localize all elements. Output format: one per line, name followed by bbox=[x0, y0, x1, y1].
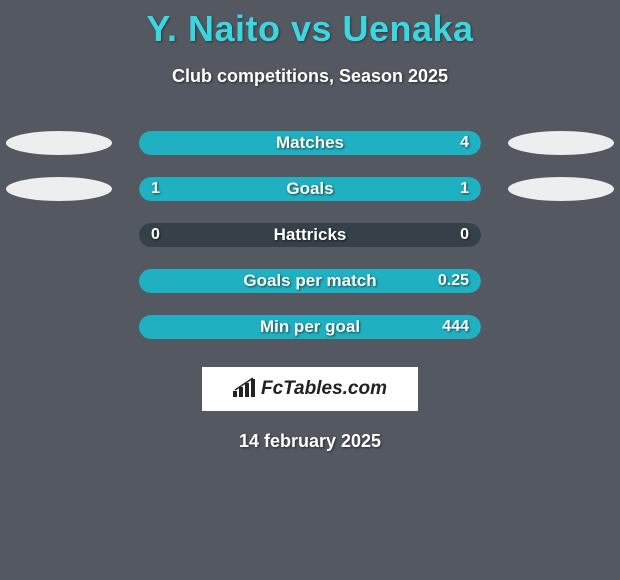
stat-label: Matches bbox=[276, 133, 344, 153]
subtitle: Club competitions, Season 2025 bbox=[0, 66, 620, 87]
stat-value-right: 0.25 bbox=[438, 272, 469, 290]
logo-chart-icon bbox=[233, 377, 257, 402]
comparison-row: Hattricks 0 0 bbox=[0, 223, 620, 247]
stat-label: Goals bbox=[286, 179, 333, 199]
stat-bar: Min per goal 444 bbox=[139, 315, 481, 339]
logo-text: FcTables.com bbox=[261, 378, 387, 400]
comparison-row: Min per goal 444 bbox=[0, 315, 620, 339]
player-ellipse-right bbox=[508, 131, 614, 155]
stat-value-left: 1 bbox=[151, 180, 160, 198]
date-label: 14 february 2025 bbox=[0, 431, 620, 452]
comparison-rows: Matches 4 Goals 1 1 Hattricks 0 0 Goals per matc… bbox=[0, 131, 620, 339]
player-ellipse-left bbox=[6, 131, 112, 155]
player-ellipse-left bbox=[6, 177, 112, 201]
stat-bar: Goals 1 1 bbox=[139, 177, 481, 201]
stat-value-right: 0 bbox=[460, 226, 469, 244]
stat-value-right: 444 bbox=[442, 318, 469, 336]
player-ellipse-right bbox=[508, 177, 614, 201]
stat-bar: Hattricks 0 0 bbox=[139, 223, 481, 247]
bar-fill-left bbox=[139, 177, 310, 201]
stat-label: Hattricks bbox=[274, 225, 347, 245]
stat-label: Goals per match bbox=[243, 271, 376, 291]
logo-box: FcTables.com bbox=[202, 367, 418, 411]
stat-bar: Goals per match 0.25 bbox=[139, 269, 481, 293]
stat-value-right: 4 bbox=[460, 134, 469, 152]
page-title: Y. Naito vs Uenaka bbox=[0, 0, 620, 50]
comparison-row: Goals per match 0.25 bbox=[0, 269, 620, 293]
stat-label: Min per goal bbox=[260, 317, 360, 337]
comparison-row: Goals 1 1 bbox=[0, 177, 620, 201]
stat-bar: Matches 4 bbox=[139, 131, 481, 155]
comparison-row: Matches 4 bbox=[0, 131, 620, 155]
stat-value-right: 1 bbox=[460, 180, 469, 198]
bar-fill-right bbox=[310, 177, 481, 201]
stat-value-left: 0 bbox=[151, 226, 160, 244]
